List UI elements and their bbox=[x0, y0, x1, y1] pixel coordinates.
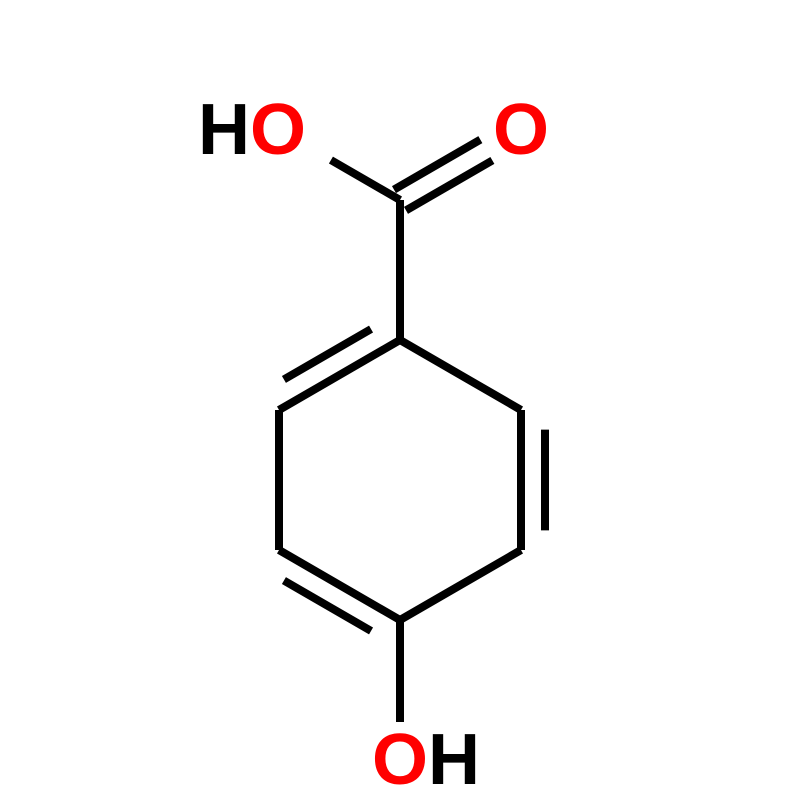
bond bbox=[284, 581, 371, 631]
atom-label-O1: O bbox=[493, 90, 549, 170]
atom-label-O3: OH bbox=[372, 720, 480, 800]
bond bbox=[331, 160, 400, 200]
bond bbox=[284, 329, 371, 379]
bond bbox=[406, 160, 492, 210]
bond bbox=[394, 140, 480, 190]
atom-label-O2: HO bbox=[198, 90, 306, 170]
bond bbox=[400, 340, 521, 410]
bond bbox=[400, 550, 521, 620]
molecule-diagram: O HO OH bbox=[0, 0, 800, 800]
